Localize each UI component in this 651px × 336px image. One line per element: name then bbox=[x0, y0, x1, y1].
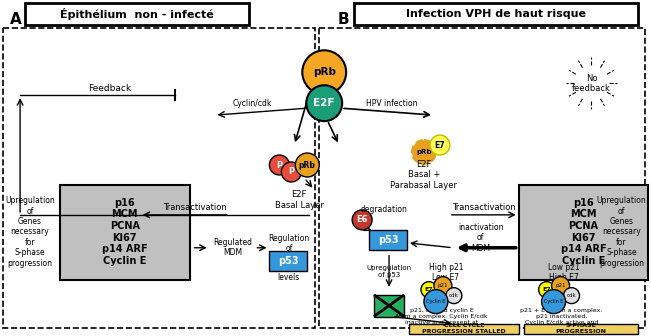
Text: S-PHASE
PROGRESSION: S-PHASE PROGRESSION bbox=[555, 323, 606, 334]
Text: Cyclin E: Cyclin E bbox=[544, 299, 563, 304]
Text: E7: E7 bbox=[542, 287, 551, 292]
Circle shape bbox=[434, 277, 452, 295]
Circle shape bbox=[281, 162, 301, 182]
Bar bbox=[3, 28, 315, 328]
Bar bbox=[374, 295, 404, 317]
Text: Feedback: Feedback bbox=[89, 84, 132, 93]
Text: pRb: pRb bbox=[299, 161, 316, 169]
Bar bbox=[354, 3, 639, 26]
Text: p53: p53 bbox=[278, 256, 299, 266]
Text: Cyclin E: Cyclin E bbox=[426, 299, 445, 304]
Text: Regulated
MDM: Regulated MDM bbox=[213, 238, 252, 257]
Circle shape bbox=[302, 50, 346, 94]
Circle shape bbox=[551, 277, 570, 295]
Circle shape bbox=[296, 153, 319, 177]
Circle shape bbox=[270, 155, 289, 175]
Text: E7: E7 bbox=[424, 287, 434, 292]
Text: levels: levels bbox=[277, 273, 299, 282]
Bar bbox=[270, 251, 307, 271]
Text: P: P bbox=[276, 161, 283, 169]
Text: No
feedback: No feedback bbox=[572, 74, 611, 93]
Bar bbox=[519, 185, 648, 280]
Text: E7: E7 bbox=[435, 140, 445, 150]
Text: E2F
Basal Layer: E2F Basal Layer bbox=[275, 190, 324, 210]
Bar bbox=[369, 230, 407, 250]
Text: Upregulation
of p53: Upregulation of p53 bbox=[367, 265, 411, 278]
Text: Infection VPH de haut risque: Infection VPH de haut risque bbox=[406, 9, 586, 19]
Circle shape bbox=[538, 282, 555, 298]
Text: p21: p21 bbox=[437, 283, 448, 288]
Text: cdk: cdk bbox=[566, 293, 576, 298]
Text: A: A bbox=[10, 12, 22, 28]
Text: Épithélium  non - infecté: Épithélium non - infecté bbox=[60, 8, 214, 20]
Text: p16
MCM
PCNA
KI67
p14 ARF
Cyclin E: p16 MCM PCNA KI67 p14 ARF Cyclin E bbox=[561, 198, 606, 266]
Text: pRb: pRb bbox=[312, 67, 336, 77]
Text: Upregulation
of
Genes
necessary
for
S-phase
progression: Upregulation of Genes necessary for S-ph… bbox=[5, 196, 55, 267]
Circle shape bbox=[430, 135, 450, 155]
Bar bbox=[409, 324, 519, 334]
Circle shape bbox=[564, 288, 579, 304]
Text: p21, E7 and cyclin E
form a complex. Cyclin E/cdk
inactive and present at
high l: p21, E7 and cyclin E form a complex. Cyc… bbox=[396, 308, 488, 331]
Text: Cyclin/cdk: Cyclin/cdk bbox=[233, 99, 272, 108]
Text: P: P bbox=[288, 167, 294, 176]
Text: pRb: pRb bbox=[416, 149, 432, 155]
Text: E2F: E2F bbox=[314, 98, 335, 108]
Text: HPV infection: HPV infection bbox=[367, 99, 418, 108]
Circle shape bbox=[412, 140, 436, 164]
Text: p21 + E7 form a complex.
p21 inactivated.
Cyclin E/cdk active and
present at low: p21 + E7 form a complex. p21 inactivated… bbox=[520, 308, 603, 331]
Circle shape bbox=[424, 290, 448, 313]
Circle shape bbox=[306, 85, 342, 121]
Text: p16
MCM
PCNA
KI67
p14 ARF
Cyclin E: p16 MCM PCNA KI67 p14 ARF Cyclin E bbox=[102, 198, 148, 266]
Text: Regulation
of: Regulation of bbox=[269, 234, 310, 253]
Text: Transactivation: Transactivation bbox=[163, 203, 227, 212]
Text: E2F
Basal +
Parabasal Layer: E2F Basal + Parabasal Layer bbox=[391, 160, 458, 190]
Text: B: B bbox=[337, 12, 349, 28]
Text: E6: E6 bbox=[356, 215, 368, 224]
Circle shape bbox=[446, 288, 462, 304]
Text: cdk: cdk bbox=[449, 293, 459, 298]
Text: p21: p21 bbox=[555, 283, 566, 288]
Text: Upregulation
of
Genes
necessary
for
S-phase
progression: Upregulation of Genes necessary for S-ph… bbox=[596, 196, 646, 267]
Circle shape bbox=[421, 282, 437, 298]
Text: Low p21
High E7: Low p21 High E7 bbox=[547, 263, 579, 282]
Text: p53: p53 bbox=[378, 235, 398, 245]
Bar bbox=[60, 185, 189, 280]
Bar bbox=[523, 324, 639, 334]
Text: CELL CYCLE
PROGRESSION STALLED: CELL CYCLE PROGRESSION STALLED bbox=[422, 323, 506, 334]
Circle shape bbox=[352, 210, 372, 230]
Circle shape bbox=[542, 290, 566, 313]
Bar bbox=[25, 3, 249, 26]
Text: Transactivation: Transactivation bbox=[452, 203, 516, 212]
Bar bbox=[319, 28, 645, 328]
Text: High p21
Low E7: High p21 Low E7 bbox=[428, 263, 463, 282]
Text: degradation: degradation bbox=[361, 205, 408, 214]
Text: inactivation
of
MDM: inactivation of MDM bbox=[458, 223, 503, 253]
